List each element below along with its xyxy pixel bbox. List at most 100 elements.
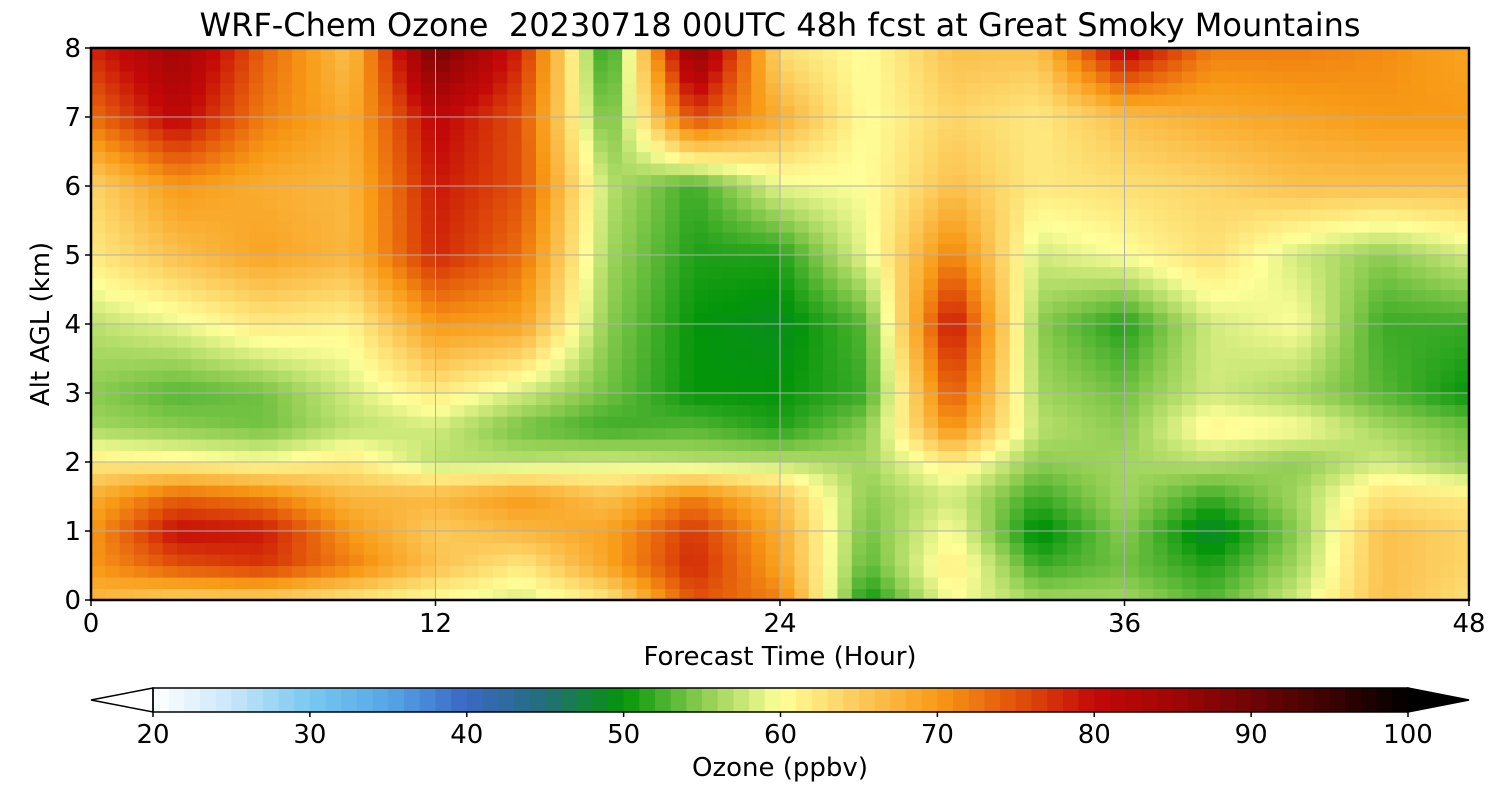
- heatmap-cell: [894, 565, 910, 578]
- heatmap-cell: [119, 370, 135, 383]
- heatmap-cell: [105, 404, 121, 417]
- heatmap-cell: [234, 473, 250, 486]
- heatmap-cell: [1339, 94, 1355, 107]
- heatmap-cell: [234, 151, 250, 164]
- heatmap-cell: [492, 151, 508, 164]
- heatmap-cell: [435, 163, 451, 176]
- heatmap-cell: [535, 370, 551, 383]
- heatmap-cell: [492, 278, 508, 291]
- heatmap-cell: [1268, 496, 1283, 509]
- heatmap-cell: [449, 278, 465, 291]
- heatmap-cell: [1196, 117, 1212, 130]
- heatmap-cell: [1095, 450, 1111, 463]
- heatmap-cell: [765, 48, 781, 61]
- heatmap-cell: [191, 209, 207, 222]
- heatmap-cell: [421, 393, 437, 406]
- heatmap-cell: [177, 542, 193, 555]
- heatmap-cell: [1354, 508, 1370, 521]
- heatmap-cell: [1339, 508, 1355, 521]
- heatmap-cell: [1282, 531, 1298, 544]
- heatmap-cell: [1368, 554, 1384, 567]
- heatmap-cell: [966, 393, 982, 406]
- heatmap-cell: [464, 301, 480, 314]
- heatmap-cell: [995, 393, 1011, 406]
- heatmap-cell: [1239, 462, 1255, 475]
- colorbar-segment: [529, 688, 546, 712]
- heatmap-cell: [521, 220, 537, 233]
- heatmap-cell: [636, 209, 652, 222]
- heatmap-cell: [1224, 427, 1240, 440]
- heatmap-cell: [1153, 542, 1169, 555]
- heatmap-cell: [191, 450, 207, 463]
- heatmap-cell: [550, 289, 566, 302]
- heatmap-cell: [937, 393, 953, 406]
- heatmap-cell: [579, 174, 594, 187]
- heatmap-cell: [263, 381, 279, 394]
- heatmap-cell: [1296, 59, 1312, 72]
- heatmap-cell: [1296, 462, 1312, 475]
- heatmap-cell: [320, 278, 336, 291]
- heatmap-cell: [650, 117, 666, 130]
- heatmap-cell: [478, 416, 494, 429]
- heatmap-cell: [622, 59, 638, 72]
- heatmap-cell: [277, 450, 293, 463]
- heatmap-cell: [1339, 117, 1355, 130]
- heatmap-cell: [1354, 174, 1370, 187]
- heatmap-cell: [1110, 94, 1126, 107]
- heatmap-cell: [1339, 82, 1355, 95]
- heatmap-cell: [148, 565, 164, 578]
- heatmap-cell: [335, 358, 350, 371]
- heatmap-cell: [435, 59, 451, 72]
- heatmap-cell: [1067, 243, 1083, 256]
- heatmap-cell: [550, 59, 566, 72]
- heatmap-cell: [564, 94, 580, 107]
- heatmap-cell: [607, 186, 623, 199]
- heatmap-cell: [478, 197, 494, 210]
- heatmap-cell: [1196, 278, 1212, 291]
- heatmap-cell: [952, 577, 968, 590]
- heatmap-cell: [909, 266, 925, 279]
- heatmap-cell: [1354, 186, 1370, 199]
- heatmap-cell: [363, 278, 379, 291]
- heatmap-cell: [335, 588, 350, 600]
- heatmap-cell: [320, 531, 336, 544]
- heatmap-cell: [607, 462, 623, 475]
- heatmap-cell: [607, 94, 623, 107]
- heatmap-cell: [708, 289, 724, 302]
- heatmap-cell: [464, 128, 480, 141]
- heatmap-cell: [492, 462, 508, 475]
- heatmap-cell: [636, 48, 652, 61]
- heatmap-cell: [952, 48, 968, 61]
- heatmap-cell: [722, 48, 738, 61]
- heatmap-cell: [234, 312, 250, 325]
- heatmap-cell: [1382, 220, 1398, 233]
- heatmap-cell: [1382, 105, 1398, 118]
- heatmap-cell: [177, 105, 193, 118]
- heatmap-cell: [392, 312, 408, 325]
- heatmap-cell: [1397, 335, 1413, 348]
- heatmap-cell: [1382, 519, 1398, 532]
- heatmap-cell: [607, 255, 623, 268]
- heatmap-cell: [105, 324, 121, 337]
- heatmap-cell: [1354, 82, 1370, 95]
- heatmap-cell: [751, 416, 767, 429]
- heatmap-cell: [1038, 312, 1054, 325]
- heatmap-cell: [708, 404, 724, 417]
- heatmap-cell: [808, 565, 824, 578]
- heatmap-cell: [980, 278, 996, 291]
- heatmap-cell: [1095, 393, 1111, 406]
- heatmap-cell: [435, 278, 451, 291]
- heatmap-cell: [1253, 151, 1269, 164]
- heatmap-cell: [191, 48, 207, 61]
- heatmap-cell: [880, 82, 896, 95]
- heatmap-cell: [579, 105, 594, 118]
- heatmap-cell: [1282, 243, 1298, 256]
- heatmap-cell: [1454, 381, 1469, 394]
- heatmap-cell: [134, 358, 150, 371]
- heatmap-cell: [837, 174, 853, 187]
- heatmap-cell: [1196, 427, 1212, 440]
- heatmap-cell: [449, 358, 465, 371]
- heatmap-cell: [665, 404, 681, 417]
- heatmap-cell: [923, 128, 939, 141]
- colorbar-segment: [686, 688, 703, 712]
